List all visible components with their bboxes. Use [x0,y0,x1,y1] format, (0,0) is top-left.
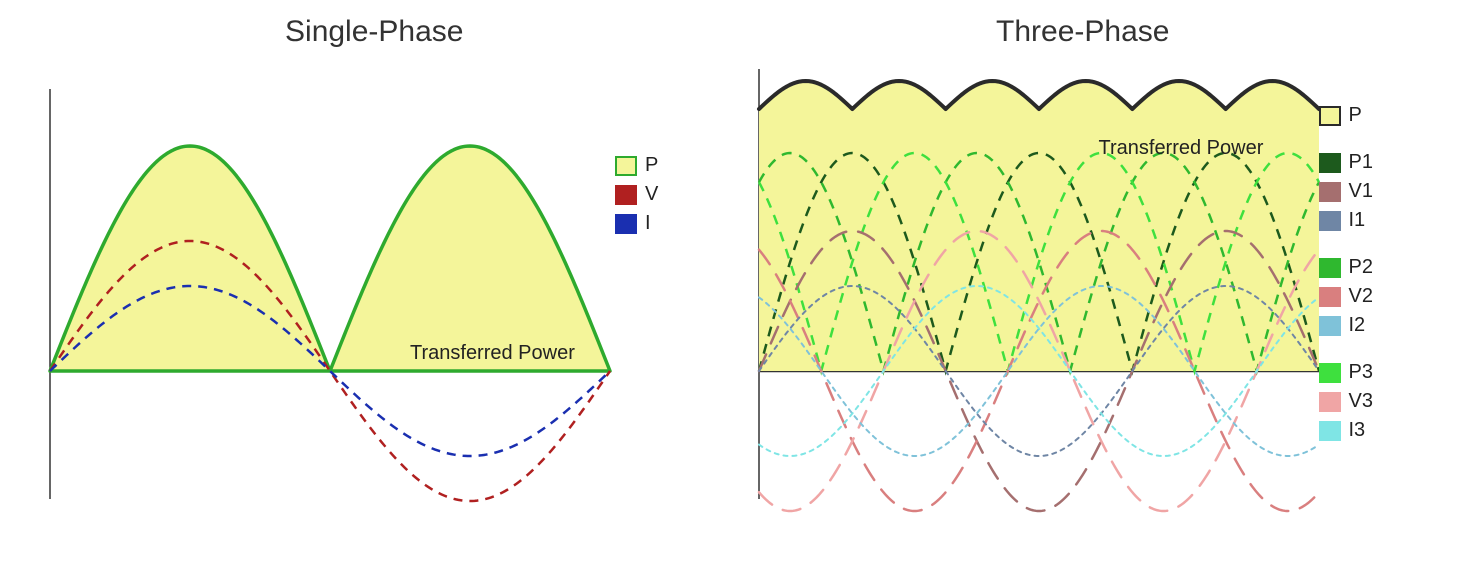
legend-swatch [1319,211,1341,231]
legend-swatch [1319,392,1341,412]
legend-swatch [615,185,637,205]
three-transferred-label: Transferred Power [1099,137,1264,160]
legend-swatch [1319,287,1341,307]
legend-item: P1 [1319,151,1373,174]
legend-item: V1 [1319,180,1373,203]
legend-item: P3 [1319,361,1373,384]
legend-item: V2 [1319,285,1373,308]
single-phase-panel: Single-Phase Transferred Power PVI [20,10,729,553]
legend-swatch [1319,258,1341,278]
legend-label: I1 [1349,209,1366,232]
legend-swatch [1319,106,1341,126]
legend-swatch [615,214,637,234]
legend-label: I [645,212,651,235]
single-phase-chart-wrap: Transferred Power PVI [20,59,729,553]
legend-item: I1 [1319,209,1373,232]
legend-label: P1 [1349,151,1373,174]
single-phase-legend: PVI [615,154,658,235]
legend-label: I3 [1349,419,1366,442]
legend-label: P3 [1349,361,1373,384]
legend-item: V [615,183,658,206]
legend-swatch [1319,363,1341,383]
legend-item: P2 [1319,256,1373,279]
legend-label: P2 [1349,256,1373,279]
legend-swatch [1319,421,1341,441]
legend-item: P [615,154,658,177]
legend-label: P [645,154,658,177]
legend-label: V3 [1349,390,1373,413]
legend-swatch [1319,316,1341,336]
legend-swatch [1319,153,1341,173]
legend-swatch [615,156,637,176]
legend-label: V [645,183,658,206]
legend-label: I2 [1349,314,1366,337]
legend-label: V2 [1349,285,1373,308]
legend-label: V1 [1349,180,1373,203]
legend-item: I2 [1319,314,1373,337]
three-phase-legend: P P1 V1 I1 P2 V2 I2 P3 V3 I3 [1319,104,1373,442]
three-phase-title: Three-Phase [996,15,1169,49]
legend-gap [1319,238,1373,250]
three-phase-panel: Three-Phase Transferred Power P P1 V1 I1 P2 V… [729,10,1438,553]
legend-gap [1319,343,1373,355]
legend-item: I3 [1319,419,1373,442]
legend-item: V3 [1319,390,1373,413]
container: Single-Phase Transferred Power PVI Three… [0,0,1457,563]
single-phase-title: Single-Phase [285,15,463,49]
three-phase-chart-wrap: Transferred Power P P1 V1 I1 P2 V2 I2 P3 V3 I3 [729,59,1438,553]
single-phase-chart [20,59,720,559]
legend-gap [1319,133,1373,145]
legend-label: P [1349,104,1362,127]
legend-item: I [615,212,658,235]
legend-swatch [1319,182,1341,202]
legend-item: P [1319,104,1373,127]
single-transferred-label: Transferred Power [410,342,575,365]
